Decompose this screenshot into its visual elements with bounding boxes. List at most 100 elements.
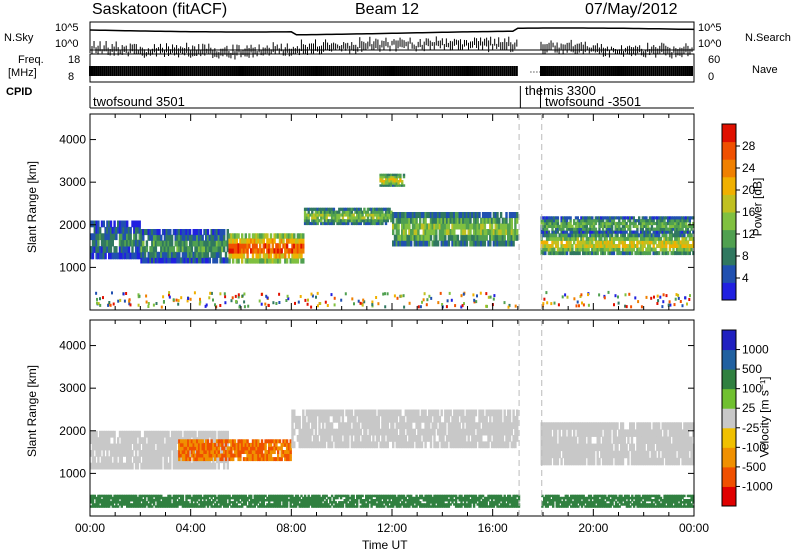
power-cell: [298, 243, 301, 249]
velocity-cell: [614, 450, 617, 459]
velocity-cell: [565, 457, 569, 466]
power-cell: [120, 220, 123, 228]
velocity-cell: [453, 441, 456, 449]
power-cell: [230, 299, 233, 303]
velocity-cell: [244, 457, 247, 462]
power-cell: [187, 251, 190, 258]
velocity-cell: [498, 409, 501, 417]
velocity-cell: [91, 462, 95, 470]
velocity-cell: [677, 443, 681, 452]
power-cell: [386, 173, 389, 177]
power-cell: [494, 240, 497, 247]
power-cell: [303, 207, 307, 211]
power-cell: [585, 244, 588, 248]
velocity-cell: [494, 441, 497, 449]
power-cell: [666, 221, 670, 226]
velocity-cell: [183, 439, 186, 444]
velocity-cell: [131, 437, 134, 444]
power-cell: [91, 220, 95, 228]
power-cell: [672, 219, 675, 223]
velocity-cell: [501, 428, 505, 436]
power-cell: [456, 217, 460, 224]
power-cell: [273, 233, 276, 239]
velocity-cell: [638, 436, 641, 444]
power-cell: [623, 233, 626, 238]
power-cell: [314, 219, 318, 223]
velocity-cell: [582, 457, 585, 466]
power-cell: [436, 240, 440, 247]
velocity-cell: [196, 453, 199, 458]
power-cell: [551, 233, 554, 238]
velocity-cell: [253, 439, 256, 444]
power-cell: [478, 223, 481, 230]
power-cell: [508, 234, 512, 241]
velocity-cell: [145, 456, 149, 464]
power-cell: [589, 221, 592, 226]
power-cell: [685, 221, 688, 226]
power-cell: [312, 216, 316, 220]
power-cell: [583, 221, 587, 226]
power-cell: [205, 234, 208, 241]
power-cell: [347, 219, 350, 223]
power-cell: [233, 238, 237, 244]
power-cell: [594, 219, 598, 223]
velocity-cell: [384, 428, 388, 436]
power-cell: [97, 226, 100, 234]
power-cell: [401, 234, 404, 241]
velocity-cell: [663, 422, 666, 430]
velocity-cell: [494, 435, 497, 442]
power-cell: [487, 229, 490, 236]
power-cell: [565, 247, 569, 252]
velocity-cell: [156, 437, 159, 444]
velocity-cell: [674, 422, 677, 430]
velocity-cell: [560, 457, 563, 466]
velocity-cell: [681, 436, 684, 444]
power-cell: [411, 212, 415, 219]
power-cell: [578, 304, 580, 308]
velocity-cell: [449, 409, 452, 417]
power-cell: [165, 240, 168, 247]
power-cell: [549, 236, 552, 241]
velocity-cell: [143, 462, 147, 470]
power-cell: [618, 230, 621, 234]
power-cell: [605, 230, 608, 234]
power-cell: [100, 239, 104, 247]
velocity-cell: [690, 436, 693, 444]
power-cell: [431, 217, 434, 224]
power-cell: [514, 223, 517, 230]
power-cell: [149, 234, 152, 241]
velocity-cell: [339, 428, 343, 436]
velocity-cell: [472, 409, 476, 417]
velocity-cell: [289, 457, 292, 462]
power-cell: [401, 182, 404, 185]
power-cell: [266, 238, 269, 244]
power-cell: [294, 253, 298, 259]
power-cell: [429, 234, 433, 241]
power-cell: [483, 240, 487, 247]
velocity-cell: [562, 429, 565, 437]
power-cell: [102, 246, 105, 253]
velocity-cell: [294, 422, 298, 430]
power-cell: [560, 233, 563, 238]
power-cell: [441, 303, 444, 306]
power-cell: [145, 229, 149, 236]
velocity-cell: [675, 436, 679, 444]
power-cell: [618, 221, 621, 226]
velocity-cell: [223, 456, 226, 464]
power-cell: [553, 224, 556, 228]
power-cell: [210, 246, 213, 253]
power-cell: [205, 229, 208, 236]
power-cell: [393, 182, 397, 185]
velocity-cell: [131, 430, 134, 438]
power-cell: [196, 240, 199, 247]
velocity-cell: [117, 437, 120, 444]
velocity-cell: [386, 409, 389, 417]
velocity-cell: [417, 415, 420, 423]
power-cell: [435, 217, 438, 224]
power-cell: [333, 303, 336, 307]
velocity-cell: [259, 453, 262, 458]
power-cell: [632, 244, 635, 248]
power-cell: [512, 212, 515, 219]
power-cell: [366, 213, 370, 217]
velocity-cell: [514, 435, 517, 442]
